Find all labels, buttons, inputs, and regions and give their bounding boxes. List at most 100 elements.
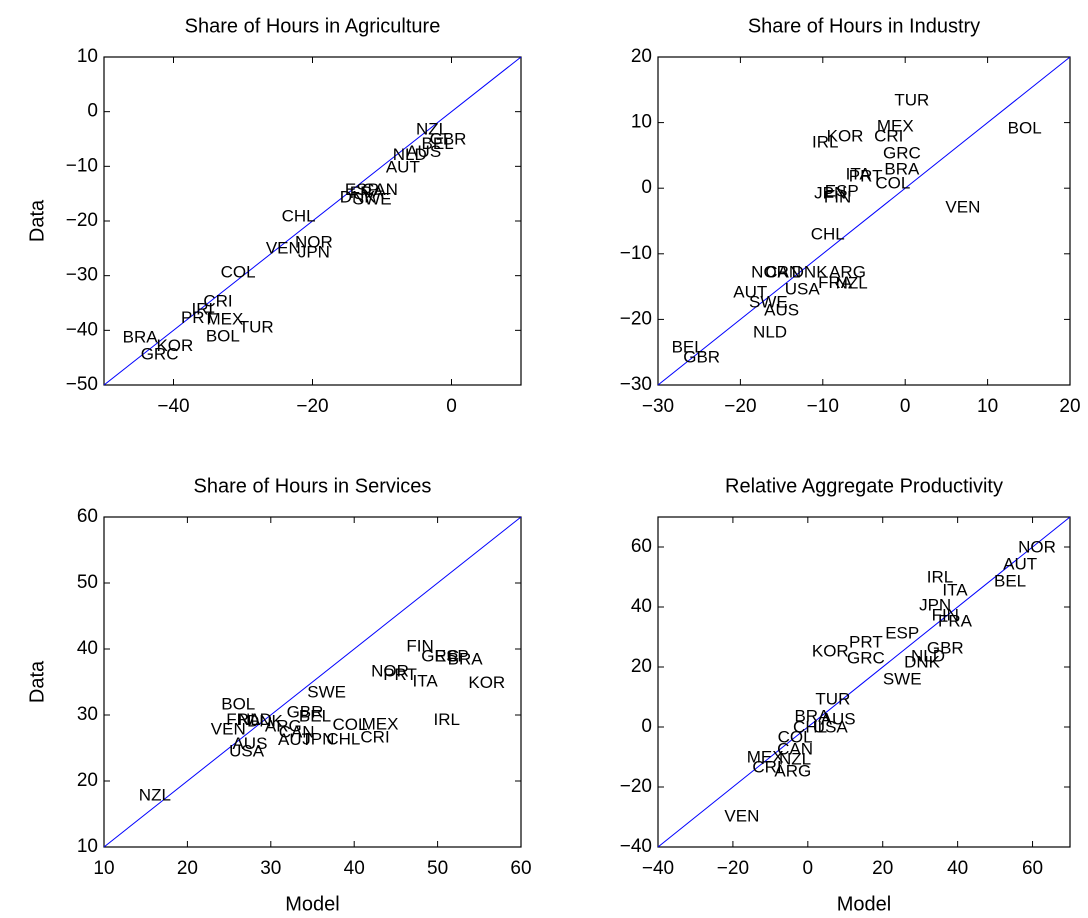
y-axis-label: Data (26, 199, 48, 242)
country-point: TUR (239, 318, 274, 337)
y-tick-label: 10 (77, 46, 98, 67)
country-point: USA (813, 717, 849, 736)
country-point: BEL (299, 706, 331, 725)
country-point: AUS (764, 300, 799, 319)
country-point: DNK (340, 188, 377, 207)
y-tick-label: 0 (641, 177, 652, 198)
country-point: ITA (846, 165, 872, 184)
country-point: FIN (824, 188, 851, 207)
x-tick-label: −20 (296, 396, 328, 417)
country-point: BEL (422, 134, 454, 153)
country-point: FRA (350, 183, 385, 202)
country-point: VEN (266, 238, 301, 257)
country-point: SWE (749, 292, 788, 311)
country-point: MEX (207, 309, 244, 328)
country-point: ARG (265, 716, 302, 735)
country-point: JPN (298, 243, 330, 262)
country-point: IRL (192, 300, 218, 319)
x-tick-label: −40 (642, 858, 674, 879)
x-tick-label: 0 (900, 396, 911, 417)
country-point: ESP (885, 623, 919, 642)
country-point: AUS (821, 710, 856, 729)
y-tick-label: 60 (77, 506, 98, 527)
subplot: Share of Hours in Industry −30 −20 −10 0 10 20… (620, 15, 1081, 417)
country-point: CRI (360, 728, 389, 747)
subplot: Share of Hours in Services Model Data 10 20 3… (26, 475, 531, 915)
x-tick-label: 60 (510, 858, 531, 879)
x-tick-label: −30 (642, 396, 674, 417)
x-tick-label: 60 (1022, 858, 1043, 879)
y-tick-label: −10 (66, 155, 98, 176)
country-point: IRL (927, 567, 953, 586)
y-tick-label: 0 (641, 716, 652, 737)
y-tick-label: −10 (620, 243, 652, 264)
country-point: CRI (752, 758, 781, 777)
country-point: DNK (904, 653, 941, 672)
y-tick-label: 20 (631, 46, 652, 67)
country-point: MEX (877, 117, 914, 136)
country-point: MEX (362, 714, 399, 733)
country-point: NOR (371, 662, 409, 681)
country-point: CHL (793, 717, 827, 736)
y-tick-label: 40 (77, 638, 98, 659)
subplot-title: Relative Aggregate Productivity (725, 475, 1003, 497)
country-point: BEL (994, 572, 1026, 591)
country-point: PRT (383, 665, 417, 684)
country-point: BOL (221, 695, 255, 714)
country-point: GRC (883, 144, 921, 163)
subplot: Relative Aggregate ProductivityModel−40−… (620, 475, 1071, 915)
x-tick-label: 20 (177, 858, 198, 879)
reference-line (657, 516, 1071, 848)
x-tick-label: −20 (717, 858, 749, 879)
country-point: VEN (724, 806, 759, 825)
country-point: NLD (911, 647, 945, 666)
country-point: AUT (386, 157, 420, 176)
y-tick-label: 20 (631, 656, 652, 677)
country-point: COL (333, 715, 368, 734)
country-point: FRA (818, 273, 853, 292)
country-point: ARG (829, 262, 866, 281)
country-point: FIN (932, 605, 959, 624)
y-tick-label: 10 (631, 112, 652, 133)
country-point: COL (778, 728, 813, 747)
country-point: CRI (203, 291, 232, 310)
y-tick-label: 20 (77, 770, 98, 791)
country-point: NLD (753, 323, 787, 342)
country-point: KOR (468, 673, 505, 692)
country-point: GBR (927, 638, 964, 657)
country-point: NZL (416, 120, 448, 139)
country-point: CAN (765, 262, 801, 281)
country-point: BRA (794, 707, 830, 726)
x-tick-label: −20 (724, 396, 756, 417)
y-tick-label: 60 (631, 536, 652, 557)
country-point: ITA (942, 581, 968, 600)
country-point: CAN (362, 180, 398, 199)
subplot-title: Share of Hours in Industry (748, 15, 980, 37)
country-point: CAN (777, 740, 813, 759)
country-point: SWE (883, 669, 922, 688)
country-point: VEN (211, 720, 246, 739)
y-tick-label: −20 (66, 210, 98, 231)
country-point: GRC (141, 344, 179, 363)
country-point: BRA (123, 327, 159, 346)
country-point: NOR (751, 262, 789, 281)
country-point: CRI (874, 127, 903, 146)
country-point: KOR (827, 127, 864, 146)
country-point: AUT (1003, 554, 1037, 573)
x-tick-label: 20 (1059, 396, 1080, 417)
y-tick-label: −30 (620, 374, 652, 395)
country-point: ESP (435, 646, 469, 665)
reference-line (103, 56, 522, 386)
country-point: KOR (156, 336, 193, 355)
country-point: IRL (812, 132, 838, 151)
country-point: DNK (792, 262, 829, 281)
country-point: FIN (406, 637, 433, 656)
country-point: VEN (945, 197, 980, 216)
country-point: JPN (814, 184, 846, 203)
country-point: NZL (779, 749, 811, 768)
y-tick-label: 10 (77, 836, 98, 857)
country-point: NLD (238, 710, 272, 729)
country-point: BOL (206, 326, 240, 345)
x-tick-label: 40 (947, 858, 968, 879)
